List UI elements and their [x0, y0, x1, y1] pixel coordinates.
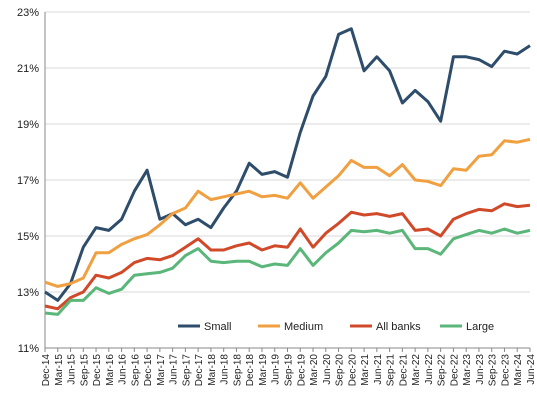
legend-label: Small: [204, 321, 232, 333]
legend-label: All banks: [376, 321, 421, 333]
x-tick-label: Mar-19: [258, 354, 269, 386]
x-tick-label: Dec-15: [92, 354, 103, 387]
x-tick-label: Mar-21: [360, 354, 371, 386]
x-tick-label: Jun-15: [67, 354, 78, 385]
series-line: [44, 27, 531, 302]
x-tick-label: Jun-20: [322, 354, 333, 385]
x-tick-label: Dec-16: [143, 354, 154, 387]
x-tick-label: Mar-17: [156, 354, 167, 386]
x-tick-label: Mar-20: [309, 354, 320, 386]
x-tick-label: Jun-16: [118, 354, 129, 385]
legend-label: Medium: [284, 321, 323, 333]
x-tick-label: Mar-22: [411, 354, 422, 386]
x-tick-label: Dec-19: [296, 354, 307, 387]
x-tick-label: Jun-18: [220, 354, 231, 385]
x-tick-label: Sep-20: [335, 354, 346, 387]
x-tick-label: Sep-18: [232, 354, 243, 387]
series-line: [44, 137, 531, 288]
y-tick-label: 19%: [17, 119, 39, 131]
y-tick-label: 23%: [17, 7, 39, 19]
series-line: [44, 227, 531, 316]
x-tick-label: Sep-23: [488, 354, 499, 387]
x-tick-label: Mar-18: [207, 354, 218, 386]
y-tick-label: 13%: [17, 287, 39, 299]
x-tick-label: Sep-16: [130, 354, 141, 387]
x-tick-label: Dec-14: [41, 354, 52, 387]
x-tick-label: Mar-23: [462, 354, 473, 386]
x-tick-label: Dec-21: [398, 354, 409, 387]
y-tick-label: 17%: [17, 175, 39, 187]
series-line: [44, 202, 531, 311]
x-tick-label: Jun-22: [424, 354, 435, 385]
legend-label: Large: [466, 321, 494, 333]
x-tick-label: Dec-17: [194, 354, 205, 387]
x-tick-label: Sep-22: [437, 354, 448, 387]
x-tick-label: Sep-15: [79, 354, 90, 387]
x-tick-label: Mar-24: [513, 354, 524, 386]
x-tick-label: Jun-19: [271, 354, 282, 385]
x-tick-label: Dec-22: [449, 354, 460, 387]
x-tick-label: Jun-21: [373, 354, 384, 385]
x-tick-label: Sep-19: [284, 354, 295, 387]
y-tick-label: 11%: [18, 343, 39, 355]
x-tick-label: Sep-17: [181, 354, 192, 387]
x-tick-label: Jun-17: [169, 354, 180, 385]
y-tick-label: 21%: [17, 63, 39, 75]
x-tick-label: Dec-18: [245, 354, 256, 387]
x-tick-label: Jun-23: [475, 354, 486, 385]
x-tick-label: Mar-16: [105, 354, 116, 386]
x-tick-label: Mar-15: [54, 354, 65, 386]
x-tick-label: Dec-20: [347, 354, 358, 387]
x-tick-label: Dec-23: [500, 354, 511, 387]
y-tick-label: 15%: [17, 231, 39, 243]
x-tick-label: Sep-21: [386, 354, 397, 387]
x-tick-label: Jun-24: [526, 354, 537, 385]
